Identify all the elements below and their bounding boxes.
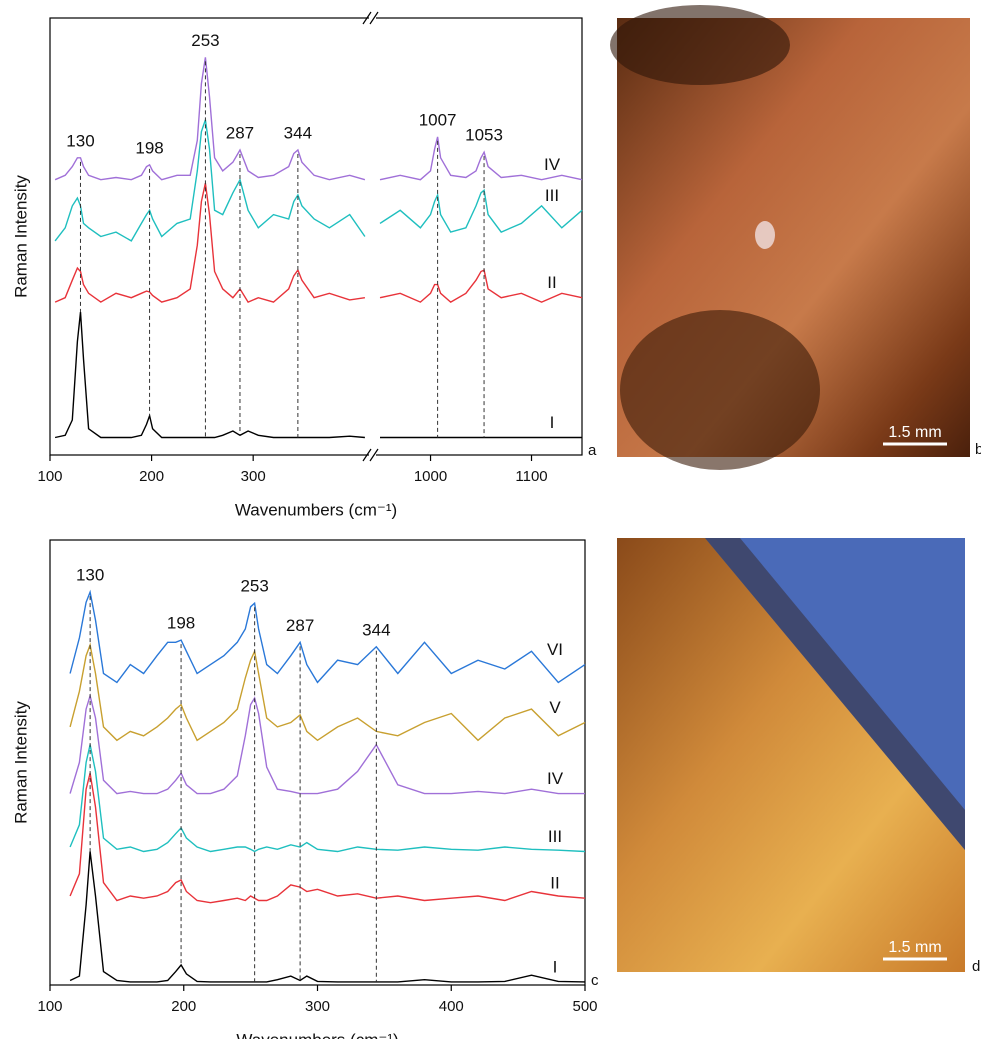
peak-label: 130: [76, 566, 104, 585]
peak-label: 287: [286, 616, 314, 635]
series-label: III: [548, 827, 562, 846]
series-label: V: [549, 698, 561, 717]
x-tick-label: 200: [171, 998, 196, 1015]
shadow: [610, 5, 790, 85]
series-label: II: [547, 273, 556, 292]
series-label: I: [553, 957, 558, 976]
spectrum: [70, 592, 585, 682]
series-label: IV: [544, 155, 561, 174]
y-axis-label: Raman Intensity: [11, 175, 30, 298]
panel-label: d: [972, 958, 980, 975]
peak-label: 287: [226, 123, 254, 142]
x-tick-label: 300: [305, 998, 330, 1015]
spectrum: [70, 696, 585, 794]
series-label: VI: [547, 640, 563, 659]
peak-label: 344: [362, 620, 390, 639]
chart: 100 200 300 400 500 Wavenumbers (cm⁻¹) Raman I…: [11, 540, 599, 1039]
x-tick-label: 100: [37, 468, 62, 485]
spectrum: [55, 312, 582, 437]
series-label: III: [545, 186, 559, 205]
x-tick-label: 1000: [414, 468, 447, 485]
peak-label: 253: [191, 31, 219, 50]
y-axis-label: Raman Intensity: [11, 701, 30, 824]
peak-label: 1007: [419, 110, 457, 129]
peak-label: 344: [284, 123, 312, 142]
plot-frame: [50, 18, 582, 455]
figure: 1.5 mm b 1.5 mm d 100 200 300 1000 1100 Waven…: [0, 0, 981, 1039]
series-label: IV: [547, 769, 564, 788]
spectrum: [70, 745, 585, 852]
peak-label: 130: [66, 131, 94, 150]
photo-d: 1.5 mm d: [617, 538, 980, 975]
chart: 100 200 300 1000 1100 Wavenumbers (cm⁻¹) Raman…: [11, 12, 597, 519]
x-tick-label: 1100: [515, 468, 547, 485]
peak-label: 198: [135, 138, 163, 157]
peak-label: 1053: [465, 126, 503, 145]
series-label: II: [550, 874, 559, 893]
x-axis-label: Wavenumbers (cm⁻¹): [235, 500, 397, 519]
peak-label: 253: [240, 577, 268, 596]
peak-label: 198: [167, 614, 195, 633]
scale-label: 1.5 mm: [888, 424, 941, 441]
spectrum: [70, 852, 585, 982]
x-tick-label: 200: [139, 468, 164, 485]
series-label: I: [550, 413, 555, 432]
shadow: [620, 310, 820, 470]
photo-b: 1.5 mm b: [610, 5, 981, 470]
x-axis-label: Wavenumbers (cm⁻¹): [236, 1030, 398, 1039]
scale-label: 1.5 mm: [888, 939, 941, 956]
spectrum: [55, 57, 582, 179]
spectrum: [55, 183, 582, 302]
x-tick-label: 400: [439, 998, 464, 1015]
spot: [755, 221, 775, 249]
panel-label: c: [591, 972, 599, 989]
x-tick-label: 300: [241, 468, 266, 485]
panel-label: a: [588, 442, 597, 459]
x-tick-label: 100: [37, 998, 62, 1015]
plot-frame: [50, 540, 585, 985]
spectrum: [70, 645, 585, 740]
x-tick-label: 500: [572, 998, 597, 1015]
panel-label: b: [975, 441, 981, 458]
